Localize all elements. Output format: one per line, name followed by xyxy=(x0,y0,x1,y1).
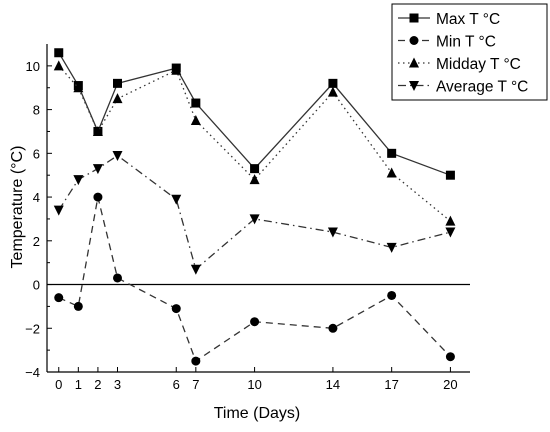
point-marker xyxy=(250,317,260,327)
y-tick-label: 4 xyxy=(33,190,40,205)
point-marker xyxy=(191,356,201,366)
point-marker xyxy=(112,151,123,162)
y-tick-label: −4 xyxy=(25,365,40,380)
point-marker xyxy=(73,175,84,186)
point-marker xyxy=(112,93,123,104)
point-marker xyxy=(113,78,122,88)
point-marker xyxy=(92,125,103,136)
point-marker xyxy=(328,323,338,333)
x-tick-label: 17 xyxy=(384,377,398,392)
point-marker xyxy=(386,242,397,253)
x-tick-label: 3 xyxy=(114,377,121,392)
point-marker xyxy=(409,36,419,45)
point-marker xyxy=(73,301,83,311)
x-tick-label: 14 xyxy=(326,377,340,392)
point-marker xyxy=(171,64,182,75)
point-marker xyxy=(387,148,397,158)
point-marker xyxy=(171,194,182,205)
point-marker xyxy=(190,264,201,275)
point-marker xyxy=(191,98,201,108)
legend-entry: Max T °C xyxy=(436,11,500,28)
point-marker xyxy=(409,13,419,23)
point-marker xyxy=(387,290,397,300)
y-tick-label: −2 xyxy=(25,321,40,336)
legend-entry: Midday T °C xyxy=(436,56,521,73)
x-tick-label: 10 xyxy=(247,377,261,392)
x-tick-label: 2 xyxy=(94,377,101,392)
x-tick-label: 6 xyxy=(173,377,180,392)
y-tick-label: 10 xyxy=(26,59,40,74)
legend-entry: Average T °C xyxy=(436,79,528,96)
point-marker xyxy=(328,78,338,88)
point-marker xyxy=(53,60,64,71)
series-line-3 xyxy=(58,65,451,222)
legend-entry: Min T °C xyxy=(436,34,496,51)
series-line-1 xyxy=(58,52,451,176)
x-tick-label: 1 xyxy=(75,377,82,392)
point-marker xyxy=(190,115,201,126)
point-marker xyxy=(327,227,338,238)
point-marker xyxy=(54,293,64,303)
point-marker xyxy=(327,86,338,97)
point-marker xyxy=(445,170,455,180)
point-marker xyxy=(250,164,260,174)
point-marker xyxy=(171,304,181,314)
x-tick-label: 7 xyxy=(192,377,199,392)
point-marker xyxy=(445,227,456,238)
y-tick-label: 6 xyxy=(33,146,40,161)
point-marker xyxy=(249,174,260,185)
point-marker xyxy=(386,167,397,178)
point-marker xyxy=(409,57,419,68)
point-marker xyxy=(93,192,103,202)
y-tick-label: 8 xyxy=(33,103,40,118)
point-marker xyxy=(409,81,419,91)
point-marker xyxy=(73,82,84,93)
x-tick-label: 20 xyxy=(443,377,457,392)
point-marker xyxy=(53,205,64,216)
x-axis-label: Time (Days) xyxy=(214,405,301,422)
point-marker xyxy=(445,215,456,226)
point-marker xyxy=(54,48,64,58)
series-line-2 xyxy=(58,196,451,363)
y-axis-label: Temperature (°C) xyxy=(9,146,26,269)
y-tick-label: 2 xyxy=(33,234,40,249)
point-marker xyxy=(113,273,122,283)
point-marker xyxy=(92,164,103,175)
series-line-4 xyxy=(58,154,451,271)
x-tick-label: 0 xyxy=(55,377,62,392)
point-marker xyxy=(249,214,260,225)
point-marker xyxy=(445,352,455,362)
y-tick-label: 0 xyxy=(33,278,40,293)
